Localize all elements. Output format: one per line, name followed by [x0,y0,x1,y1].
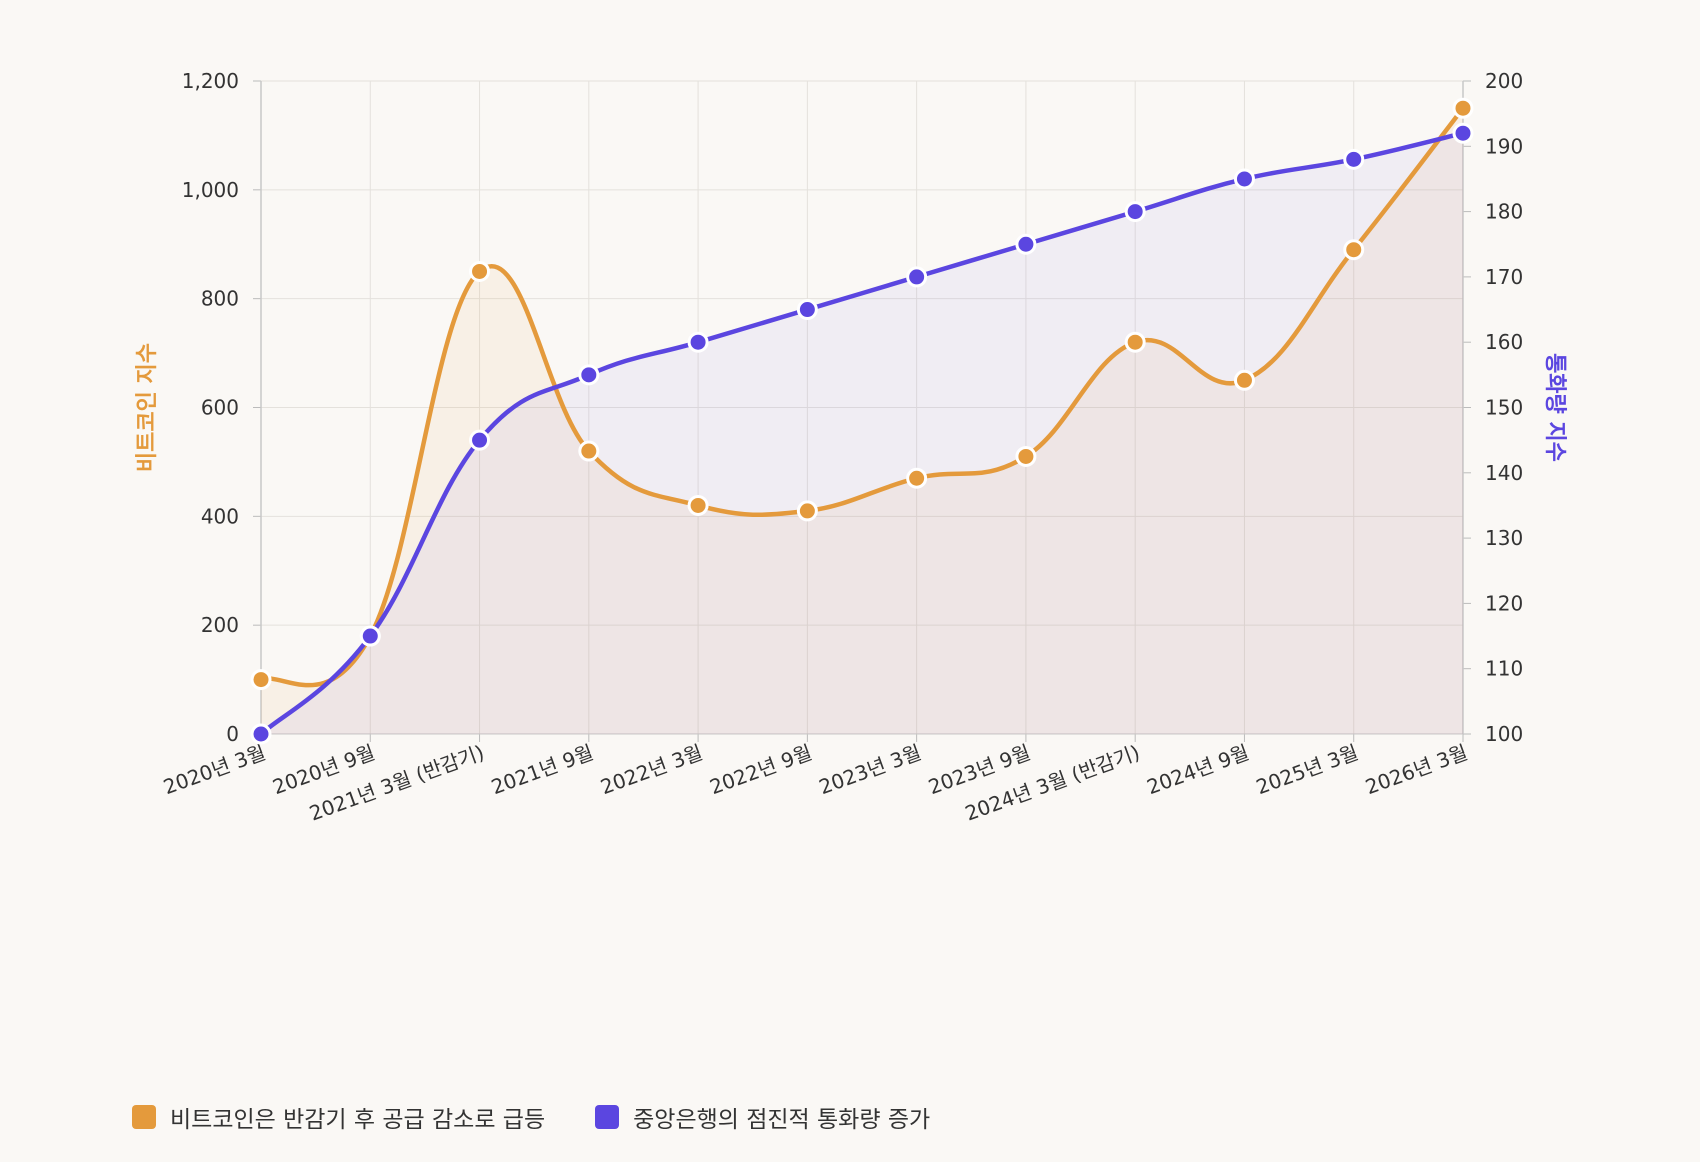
legend-item-bitcoin[interactable]: 비트코인은 반감기 후 공급 감소로 급등 [132,1100,545,1134]
data-point-bitcoin [469,260,491,282]
data-point-bitcoin [1015,445,1037,467]
legend-swatch-money-supply [595,1105,620,1129]
data-point-money-supply [1452,122,1474,144]
data-point-bitcoin [796,500,818,522]
x-tick-label: 2025년 3월 [1253,740,1362,799]
data-point-bitcoin [1233,369,1255,391]
data-point-bitcoin [1124,331,1146,353]
data-point-money-supply [578,364,600,386]
y-tick-label-right: 130 [1485,526,1523,550]
x-tick-label: 2024년 9월 [1144,740,1253,799]
data-point-money-supply [1124,201,1146,223]
data-point-bitcoin [250,669,272,691]
data-point-bitcoin [687,494,709,516]
y-tick-label-left: 400 [201,504,239,528]
y-tick-label-left: 1,200 [182,69,239,93]
series-line-bitcoin [258,105,1466,688]
legend-swatch-bitcoin [132,1105,156,1129]
legend-label-bitcoin: 비트코인은 반감기 후 공급 감소로 급등 [170,1107,546,1133]
y-tick-label-right: 150 [1485,396,1523,420]
x-tick-label: 2022년 3월 [597,740,706,799]
y-tick-label-left: 200 [201,613,239,637]
data-point-money-supply [469,429,491,451]
y-tick-label-right: 120 [1485,591,1523,615]
y-tick-label-right: 200 [1485,69,1523,93]
x-tick-label: 2022년 9월 [707,740,816,799]
data-point-money-supply [1343,148,1365,170]
data-point-money-supply [1015,233,1037,255]
y-axis-title-right: 통화량 지수 [1542,353,1567,462]
data-point-bitcoin [1343,239,1365,261]
y-tick-label-right: 140 [1485,461,1523,485]
y-tick-label-right: 110 [1485,657,1523,681]
y-axis-title-left: 비트코인 지수 [135,343,160,472]
y-tick-label-right: 180 [1485,200,1523,224]
data-point-money-supply [250,723,272,745]
data-point-money-supply [906,266,928,288]
y-tick-label-right: 160 [1485,330,1523,354]
y-tick-label-left: 1,000 [182,178,239,202]
legend-item-money-supply[interactable]: 중앙은행의 점진적 통화량 증가 [595,1100,930,1134]
y-tick-label-left: 600 [201,396,239,420]
y-tick-label-right: 100 [1485,722,1523,746]
data-point-bitcoin [578,440,600,462]
y-tick-label-right: 170 [1485,265,1523,289]
y-tick-label-right: 190 [1485,134,1523,158]
series-area-money-supply [261,133,1463,735]
data-point-money-supply [359,625,381,647]
data-point-money-supply [687,331,709,353]
y-tick-label-left: 0 [226,722,239,746]
legend-label-money-supply: 중앙은행의 점진적 통화량 증가 [633,1107,931,1133]
x-tick-label: 2023년 3월 [816,740,925,799]
data-point-bitcoin [906,467,928,489]
data-point-money-supply [1233,168,1255,190]
series-area-bitcoin [261,108,1463,735]
data-point-bitcoin [1452,97,1474,119]
y-tick-label-left: 800 [201,287,239,311]
data-point-money-supply [796,299,818,321]
x-tick-label: 2021년 9월 [488,740,597,799]
x-tick-label: 2026년 3월 [1362,740,1471,799]
x-tick-label: 2020년 3월 [160,740,269,799]
legend: 비트코인은 반감기 후 공급 감소로 급등 중앙은행의 점진적 통화량 증가 [132,1100,930,1134]
